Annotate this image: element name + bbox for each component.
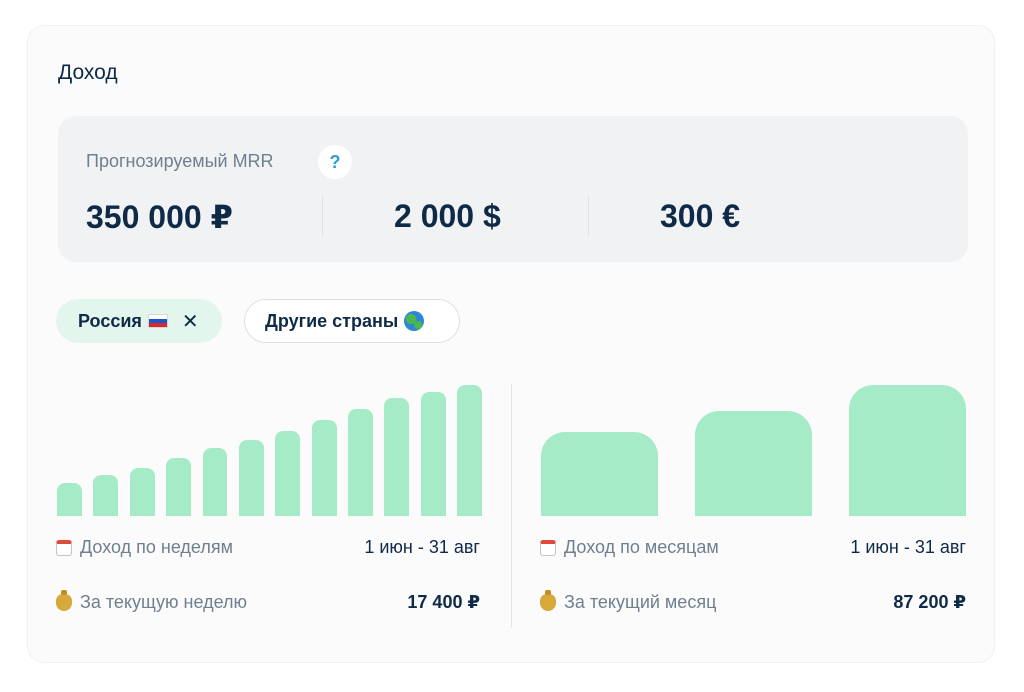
money-bag-icon [56,590,72,611]
monthly-bar [695,411,812,516]
calendar-icon [540,539,556,556]
filter-russia-label: Россия [78,310,142,331]
filter-russia-chip[interactable]: Россия ✕ [56,299,222,343]
russia-flag-icon [147,314,168,328]
weekly-bar [457,385,482,516]
weekly-bar [202,447,228,516]
calendar-icon [56,539,72,556]
weekly-bar [129,467,155,516]
monthly-current-value: 87 200 ₽ [893,592,966,612]
weekly-current-label: За текущую неделю [80,592,248,612]
close-icon[interactable]: ✕ [181,310,199,333]
weekly-bar [57,483,82,516]
weekly-current-row: За текущую неделю [56,590,248,613]
weekly-range: 1 июн - 31 авг [364,537,480,557]
weekly-bar [384,398,410,516]
monthly-bar [541,432,658,516]
globe-icon [404,311,425,331]
mrr-value-usd: 2 000 $ [394,198,501,234]
weekly-bar [166,458,191,516]
revenue-charts: Доход по неделям 1 июн - 31 авг За текущ… [28,366,994,662]
mrr-value-eur: 300 € [660,198,741,234]
mrr-divider [322,196,323,236]
monthly-range: 1 июн - 31 авг [850,537,966,557]
mrr-label: Прогнозируемый MRR [86,151,274,171]
mrr-panel: Прогнозируемый MRR ? 350 000 ₽ 2 000 $ 3… [58,116,968,262]
weekly-bar [93,475,119,516]
weekly-bar [348,408,373,516]
monthly-label-row: Доход по месяцам [540,537,719,558]
card-title: Доход [58,61,118,84]
weekly-label-row: Доход по неделям [56,537,233,558]
revenue-card: Доход Прогнозируемый MRR ? 350 000 ₽ 2 0… [28,26,994,662]
weekly-bar [311,420,337,516]
filter-other-label: Другие страны [265,310,399,331]
weekly-label: Доход по неделям [80,537,233,557]
monthly-current-label: За текущий месяц [564,592,717,612]
mrr-divider [588,196,589,236]
help-icon[interactable]: ? [318,145,352,179]
charts-divider [511,384,512,628]
filter-other-countries-chip[interactable]: Другие страны [244,299,460,343]
monthly-bar [849,385,966,516]
weekly-current-value: 17 400 ₽ [407,592,480,612]
weekly-bar [275,430,301,516]
mrr-value-rub: 350 000 ₽ [86,199,233,235]
monthly-current-row: За текущий месяц [540,590,717,613]
weekly-bar [420,391,446,516]
money-bag-icon [540,590,556,611]
monthly-label: Доход по месяцам [564,537,719,557]
weekly-bar [238,440,264,516]
